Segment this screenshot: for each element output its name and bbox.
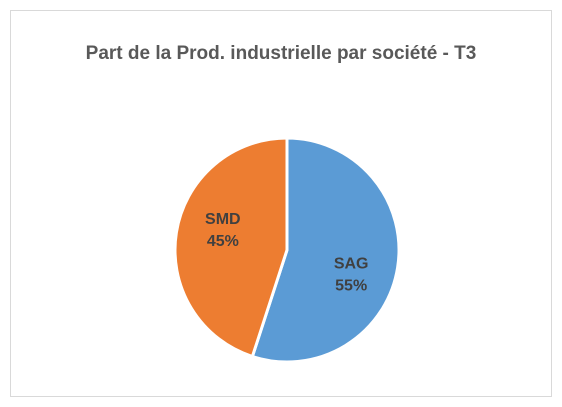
slice-value-label: 55%	[335, 277, 367, 294]
slice-category-label: SAG	[334, 255, 369, 272]
pie-slice	[250, 136, 401, 364]
chart-title: Part de la Prod. industrielle par sociét…	[85, 43, 477, 64]
pie-slice	[173, 136, 289, 359]
slice-category-label: SMD	[205, 211, 241, 228]
slice-value-label: 45%	[207, 233, 239, 250]
